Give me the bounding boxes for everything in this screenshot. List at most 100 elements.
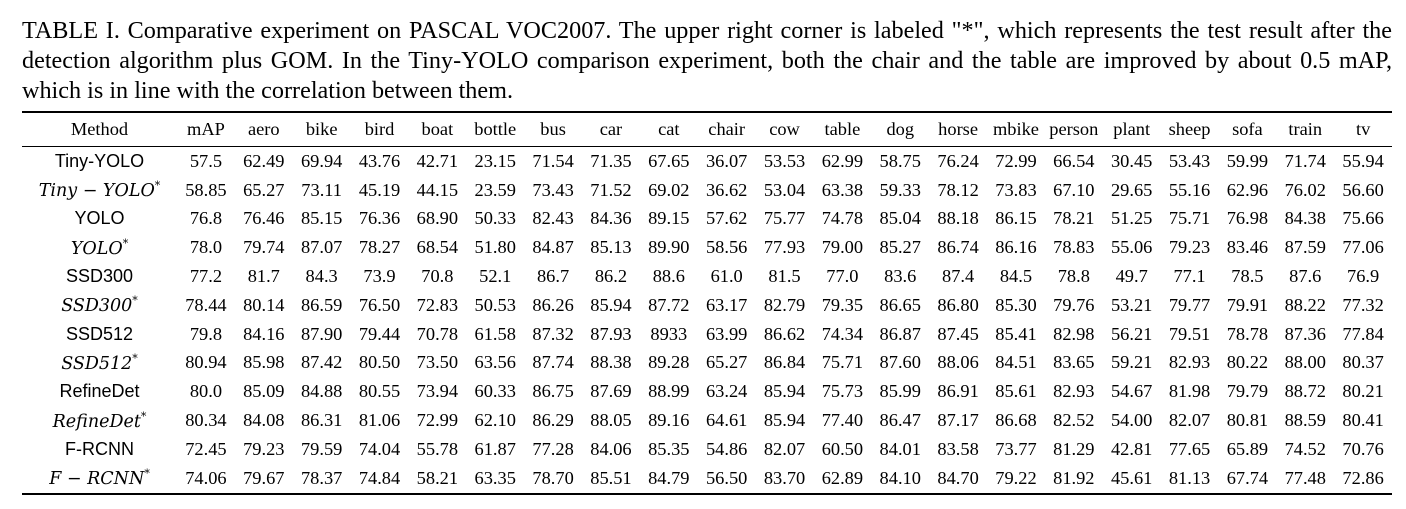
value-cell-bird: 43.76	[358, 150, 401, 171]
value-cell-bird: 74.84	[358, 467, 401, 488]
value-cell-horse: 83.58	[937, 438, 979, 459]
results-table-container: Method mAP aero bike bird boat bottle bus car cat…	[22, 111, 1393, 495]
value-cell-car: 86.2	[594, 266, 628, 287]
value-cell-cow: 86.62	[763, 323, 806, 344]
value-cell-bottle: 23.59	[474, 179, 516, 200]
value-cell-train: 84.38	[1284, 208, 1326, 229]
value-cell-cow: 85.94	[763, 381, 806, 402]
value-cell-tv: 80.41	[1342, 410, 1384, 431]
value-cell-map: 80.34	[185, 410, 227, 431]
value-cell-train: 88.00	[1284, 352, 1326, 373]
value-cell-bus: 87.74	[532, 352, 574, 373]
value-cell-dog: 58.75	[879, 150, 921, 171]
value-cell-cat: 89.90	[648, 237, 690, 258]
value-cell-mbike: 86.68	[995, 410, 1037, 431]
value-cell-plant: 55.06	[1110, 237, 1153, 258]
value-cell-horse: 86.91	[937, 381, 979, 402]
value-cell-cat: 88.6	[652, 266, 685, 287]
value-cell-dog: 85.04	[879, 208, 921, 229]
value-cell-train: 71.74	[1284, 150, 1326, 171]
value-cell-bus: 86.7	[536, 266, 570, 287]
value-cell-tv: 80.21	[1342, 381, 1384, 402]
value-cell-tv: 77.06	[1342, 237, 1384, 258]
value-cell-bike: 87.42	[300, 352, 343, 373]
method-cell: RefineDet*	[52, 409, 147, 432]
column-header-bottle: bottle	[474, 119, 517, 139]
gom-star-marker: *	[132, 294, 138, 308]
column-header-sheep: sheep	[1168, 119, 1211, 139]
value-cell-mbike: 86.15	[995, 208, 1037, 229]
table-row: Tiny-YOLO 57.5 62.49 69.94 43.76 42.71 23.15 71…	[22, 147, 1392, 176]
value-cell-table: 74.34	[821, 323, 864, 344]
method-cell: YOLO*	[70, 236, 129, 259]
method-cell: RefineDet	[59, 381, 140, 402]
value-cell-horse: 78.12	[937, 179, 979, 200]
value-cell-bus: 77.28	[532, 438, 574, 459]
column-header-dog: dog	[886, 119, 915, 139]
value-cell-chair: 56.50	[705, 467, 748, 488]
value-cell-cat: 87.72	[648, 294, 690, 315]
column-header-sofa: sofa	[1232, 119, 1263, 139]
value-cell-sheep: 82.93	[1168, 352, 1211, 373]
value-cell-cat: 88.99	[648, 381, 690, 402]
value-cell-car: 88.38	[590, 352, 632, 373]
value-cell-person: 78.8	[1057, 266, 1090, 287]
value-cell-bus: 78.70	[532, 467, 574, 488]
value-cell-sofa: 76.98	[1226, 208, 1269, 229]
value-cell-cow: 85.94	[763, 410, 806, 431]
method-cell: SSD512	[65, 323, 134, 344]
value-cell-chair: 65.27	[705, 352, 748, 373]
value-cell-train: 87.6	[1289, 266, 1322, 287]
column-header-cat: cat	[658, 119, 680, 139]
value-cell-bike: 86.31	[300, 410, 343, 431]
value-cell-bike: 73.11	[301, 179, 342, 200]
gom-star-marker: *	[154, 179, 161, 193]
method-cell: Tiny − YOLO*	[38, 179, 161, 202]
value-cell-map: 72.45	[185, 438, 227, 459]
value-cell-sheep: 55.16	[1168, 179, 1211, 200]
table-row: F − RCNN* 74.06 79.67 78.37 74.84 58.21 63.35 7…	[22, 464, 1393, 494]
value-cell-bike: 86.59	[300, 294, 343, 315]
table-row: YOLO 76.8 76.46 85.15 76.36 68.90 50.33 82.43 84…	[22, 205, 1392, 234]
value-cell-person: 82.93	[1053, 381, 1095, 402]
value-cell-table: 60.50	[821, 438, 864, 459]
value-cell-bottle: 50.33	[474, 208, 516, 229]
value-cell-map: 58.85	[185, 179, 227, 200]
column-header-tv: tv	[1355, 119, 1371, 139]
value-cell-horse: 88.06	[937, 352, 979, 373]
value-cell-person: 78.21	[1053, 208, 1095, 229]
value-cell-bottle: 50.53	[474, 294, 516, 315]
value-cell-cow: 86.84	[763, 352, 806, 373]
value-cell-cow: 75.77	[763, 208, 806, 229]
value-cell-map: 78.44	[185, 294, 227, 315]
column-header-map: mAP	[187, 119, 225, 139]
value-cell-map: 77.2	[189, 266, 223, 287]
value-cell-cat: 8933	[650, 323, 688, 344]
value-cell-bus: 86.26	[532, 294, 574, 315]
column-header-table: table	[824, 119, 861, 139]
value-cell-sheep: 75.71	[1168, 208, 1211, 229]
value-cell-sheep: 81.98	[1168, 381, 1211, 402]
value-cell-car: 84.06	[590, 438, 632, 459]
value-cell-mbike: 79.22	[995, 467, 1037, 488]
value-cell-mbike: 73.77	[995, 438, 1037, 459]
value-cell-train: 87.36	[1284, 323, 1326, 344]
value-cell-aero: 79.23	[243, 438, 285, 459]
value-cell-cat: 89.28	[648, 352, 690, 373]
value-cell-mbike: 86.16	[995, 237, 1037, 258]
value-cell-plant: 53.21	[1110, 294, 1153, 315]
value-cell-sofa: 62.96	[1226, 179, 1269, 200]
value-cell-tv: 80.37	[1342, 352, 1384, 373]
value-cell-chair: 63.17	[705, 294, 748, 315]
value-cell-train: 88.59	[1284, 410, 1326, 431]
value-cell-bus: 84.87	[532, 237, 574, 258]
value-cell-train: 74.52	[1284, 438, 1326, 459]
table-row: SSD300 77.2 81.7 84.3 73.9 70.8 52.1 86.7 86.2 88…	[22, 262, 1392, 291]
value-cell-chair: 64.61	[705, 410, 748, 431]
column-header-horse: horse	[938, 119, 979, 139]
value-cell-sofa: 80.81	[1226, 410, 1269, 431]
value-cell-sofa: 78.78	[1226, 323, 1269, 344]
value-cell-boat: 72.83	[416, 294, 459, 315]
value-cell-boat: 72.99	[416, 410, 459, 431]
value-cell-dog: 84.10	[879, 467, 921, 488]
